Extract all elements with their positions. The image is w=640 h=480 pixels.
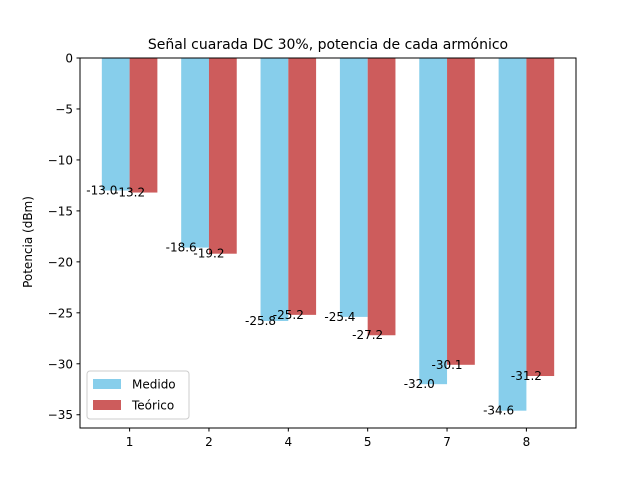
legend-label-terico: Teórico — [131, 399, 174, 413]
bar-terico-4 — [288, 58, 317, 315]
data-label-terico-5: -27.2 — [352, 328, 383, 342]
data-label-terico-4: -25.2 — [273, 308, 304, 322]
x-tick-label: 5 — [364, 435, 372, 449]
y-tick-label: −10 — [48, 153, 73, 167]
data-label-medido-1: -13.0 — [86, 184, 117, 198]
bar-medido-5 — [339, 58, 368, 317]
legend: Medido Teórico — [86, 370, 190, 420]
bar-medido-1 — [101, 58, 130, 191]
y-tick-label: 0 — [65, 52, 73, 66]
legend-label-medido: Medido — [132, 378, 176, 392]
bar-medido-7 — [419, 58, 448, 385]
data-label-medido-5: -25.4 — [324, 310, 355, 324]
bar-terico-1 — [129, 58, 158, 193]
x-tick-label: 2 — [205, 435, 213, 449]
data-label-medido-7: -32.0 — [404, 377, 435, 391]
x-tick-label: 7 — [443, 435, 451, 449]
legend-swatch-medido — [93, 379, 121, 389]
bar-terico-2 — [208, 58, 237, 254]
legend-swatch-terico — [93, 400, 121, 410]
y-tick-label: −15 — [48, 204, 73, 218]
x-axis: 1 2 4 5 7 8 — [126, 428, 530, 449]
bar-terico-7 — [447, 58, 475, 365]
bars-group — [101, 58, 555, 411]
bar-terico-8 — [526, 58, 555, 377]
y-tick-label: −20 — [48, 255, 73, 269]
bar-medido-8 — [498, 58, 527, 411]
bar-medido-4 — [260, 58, 289, 321]
data-label-medido-8: -34.6 — [483, 404, 514, 418]
data-label-terico-1: -13.2 — [114, 186, 145, 200]
y-tick-label: −25 — [48, 306, 73, 320]
bar-terico-5 — [367, 58, 396, 336]
data-label-terico-2: -19.2 — [193, 247, 224, 261]
x-tick-label: 8 — [523, 435, 531, 449]
data-label-medido-2: -18.6 — [166, 241, 197, 255]
y-tick-label: −5 — [55, 102, 73, 116]
bar-medido-2 — [181, 58, 209, 248]
data-label-terico-7: -30.1 — [432, 358, 463, 372]
y-tick-label: −35 — [48, 408, 73, 422]
x-tick-label: 4 — [284, 435, 292, 449]
y-axis-label: Potencia (dBm) — [21, 196, 35, 288]
chart-title: Señal cuarada DC 30%, potencia de cada a… — [148, 37, 508, 53]
data-label-medido-4: -25.8 — [245, 314, 276, 328]
data-labels-group: -13.0 -18.6 -25.8 -25.4 -32.0 -34.6 -13.2 -19.2… — [86, 184, 542, 418]
x-tick-label: 1 — [126, 435, 134, 449]
plot-frame — [79, 57, 577, 429]
y-axis: 0 −5 −10 −15 −20 −25 −30 −35 — [48, 52, 80, 422]
y-tick-label: −30 — [48, 357, 73, 371]
data-label-terico-8: -31.2 — [511, 369, 542, 383]
